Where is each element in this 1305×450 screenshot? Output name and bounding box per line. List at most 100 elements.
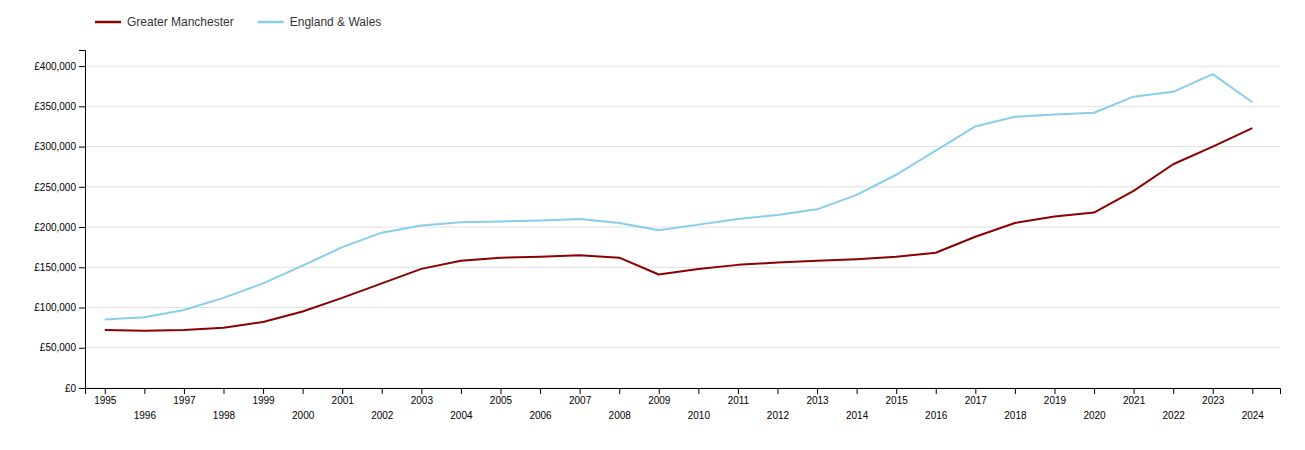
y-tick: £100,000	[34, 302, 85, 313]
x-tick-mark	[421, 388, 422, 394]
y-tick-label: £250,000	[34, 182, 76, 193]
x-tick-mark	[1054, 388, 1055, 394]
grid-line	[85, 106, 1280, 107]
legend-swatch	[258, 21, 284, 24]
grid-line	[85, 307, 1280, 308]
x-tick-label: 1997	[173, 395, 196, 406]
y-tick-label: £300,000	[34, 141, 76, 152]
x-tick: 1995	[94, 388, 117, 406]
series-line	[105, 128, 1253, 331]
y-tick: £50,000	[40, 342, 85, 353]
x-tick-label: 2022	[1163, 410, 1186, 421]
x-tick-label: 2005	[490, 395, 513, 406]
x-tick: 1998	[213, 388, 236, 421]
y-tick-label: £100,000	[34, 302, 76, 313]
x-tick-mark	[975, 388, 976, 394]
x-tick: 2011	[728, 388, 750, 406]
x-tick: 2021	[1123, 388, 1146, 406]
x-tick-mark	[500, 388, 501, 394]
x-tick-mark	[540, 388, 541, 394]
y-tick-mark	[79, 308, 85, 309]
x-tick-label: 2010	[688, 410, 711, 421]
x-tick-label: 2012	[767, 410, 790, 421]
x-tick: 1997	[173, 388, 196, 406]
x-tick-label: 2024	[1242, 410, 1265, 421]
y-tick-label: £400,000	[34, 61, 76, 72]
x-tick: 2002	[371, 388, 394, 421]
x-tick: 2003	[411, 388, 434, 406]
x-tick-mark	[303, 388, 304, 394]
y-tick-mark	[79, 227, 85, 228]
x-tick-mark	[223, 388, 224, 394]
x-tick-mark	[896, 388, 897, 394]
plot-area	[105, 74, 1253, 331]
y-tick: £400,000	[34, 61, 85, 72]
x-tick: 2016	[925, 388, 948, 421]
x-tick: 2007	[569, 388, 592, 406]
x-tick-label: 2004	[450, 410, 473, 421]
x-tick: 2022	[1163, 388, 1186, 421]
x-tick-mark	[1134, 388, 1135, 394]
x-tick-mark	[619, 388, 620, 394]
x-tick-label: 1995	[94, 395, 117, 406]
y-tick: £150,000	[34, 262, 85, 273]
x-tick-label: 2019	[1044, 395, 1067, 406]
x-tick: 2010	[688, 388, 711, 421]
x-tick: 1996	[134, 388, 157, 421]
grid-line	[85, 66, 1280, 67]
x-tick: 2004	[450, 388, 473, 421]
x-tick-mark	[1173, 388, 1174, 394]
x-tick: 2008	[609, 388, 632, 421]
x-tick-label: 2009	[648, 395, 671, 406]
grid-line	[85, 186, 1280, 187]
x-tick-mark	[857, 388, 858, 394]
x-tick: 2019	[1044, 388, 1067, 406]
x-tick: 2018	[1004, 388, 1027, 421]
y-tick-label: £50,000	[40, 342, 77, 353]
x-tick-mark	[105, 388, 106, 394]
y-tick: £250,000	[34, 182, 85, 193]
x-tick-label: 1998	[213, 410, 236, 421]
chart-svg: £0£50,000£100,000£150,000£200,000£250,00…	[0, 0, 1305, 450]
x-tick: 2013	[806, 388, 829, 406]
x-tick-label: 2006	[529, 410, 552, 421]
y-tick: £350,000	[34, 101, 85, 112]
y-tick-mark	[79, 106, 85, 107]
y-axis: £0£50,000£100,000£150,000£200,000£250,00…	[34, 51, 85, 394]
x-tick-mark	[461, 388, 462, 394]
series-line	[105, 74, 1253, 319]
x-tick-mark	[382, 388, 383, 394]
x-tick-mark	[580, 388, 581, 394]
x-tick-label: 2002	[371, 410, 394, 421]
x-tick: 2017	[965, 388, 988, 406]
x-tick: 2014	[846, 388, 869, 421]
y-tick-label: £350,000	[34, 101, 76, 112]
y-tick-mark	[79, 66, 85, 67]
x-tick: 2023	[1202, 388, 1225, 406]
x-tick-mark	[659, 388, 660, 394]
grid-line	[85, 146, 1280, 147]
grid-line	[85, 347, 1280, 348]
x-tick-mark	[777, 388, 778, 394]
y-tick-mark	[79, 348, 85, 349]
legend-item: Greater Manchester	[95, 15, 234, 29]
legend-item: England & Wales	[258, 15, 382, 29]
x-tick-label: 2023	[1202, 395, 1225, 406]
chart-container: £0£50,000£100,000£150,000£200,000£250,00…	[0, 0, 1305, 450]
y-tick: £300,000	[34, 141, 85, 152]
x-tick: 2001	[332, 388, 355, 406]
x-tick-label: 2003	[411, 395, 434, 406]
x-tick: 2012	[767, 388, 790, 421]
x-tick-label: 2018	[1004, 410, 1027, 421]
x-tick-label: 2016	[925, 410, 948, 421]
x-tick-label: 2014	[846, 410, 869, 421]
x-tick-label: 2008	[609, 410, 632, 421]
x-tick-mark	[936, 388, 937, 394]
x-tick-label: 2001	[332, 395, 355, 406]
y-axis-line	[79, 51, 86, 389]
x-axis: 1995199619971998199920002001200220032004…	[86, 388, 1281, 421]
x-tick-mark	[738, 388, 739, 394]
x-tick-label: 2013	[806, 395, 829, 406]
x-tick-mark	[342, 388, 343, 394]
y-tick: £0	[65, 383, 85, 394]
